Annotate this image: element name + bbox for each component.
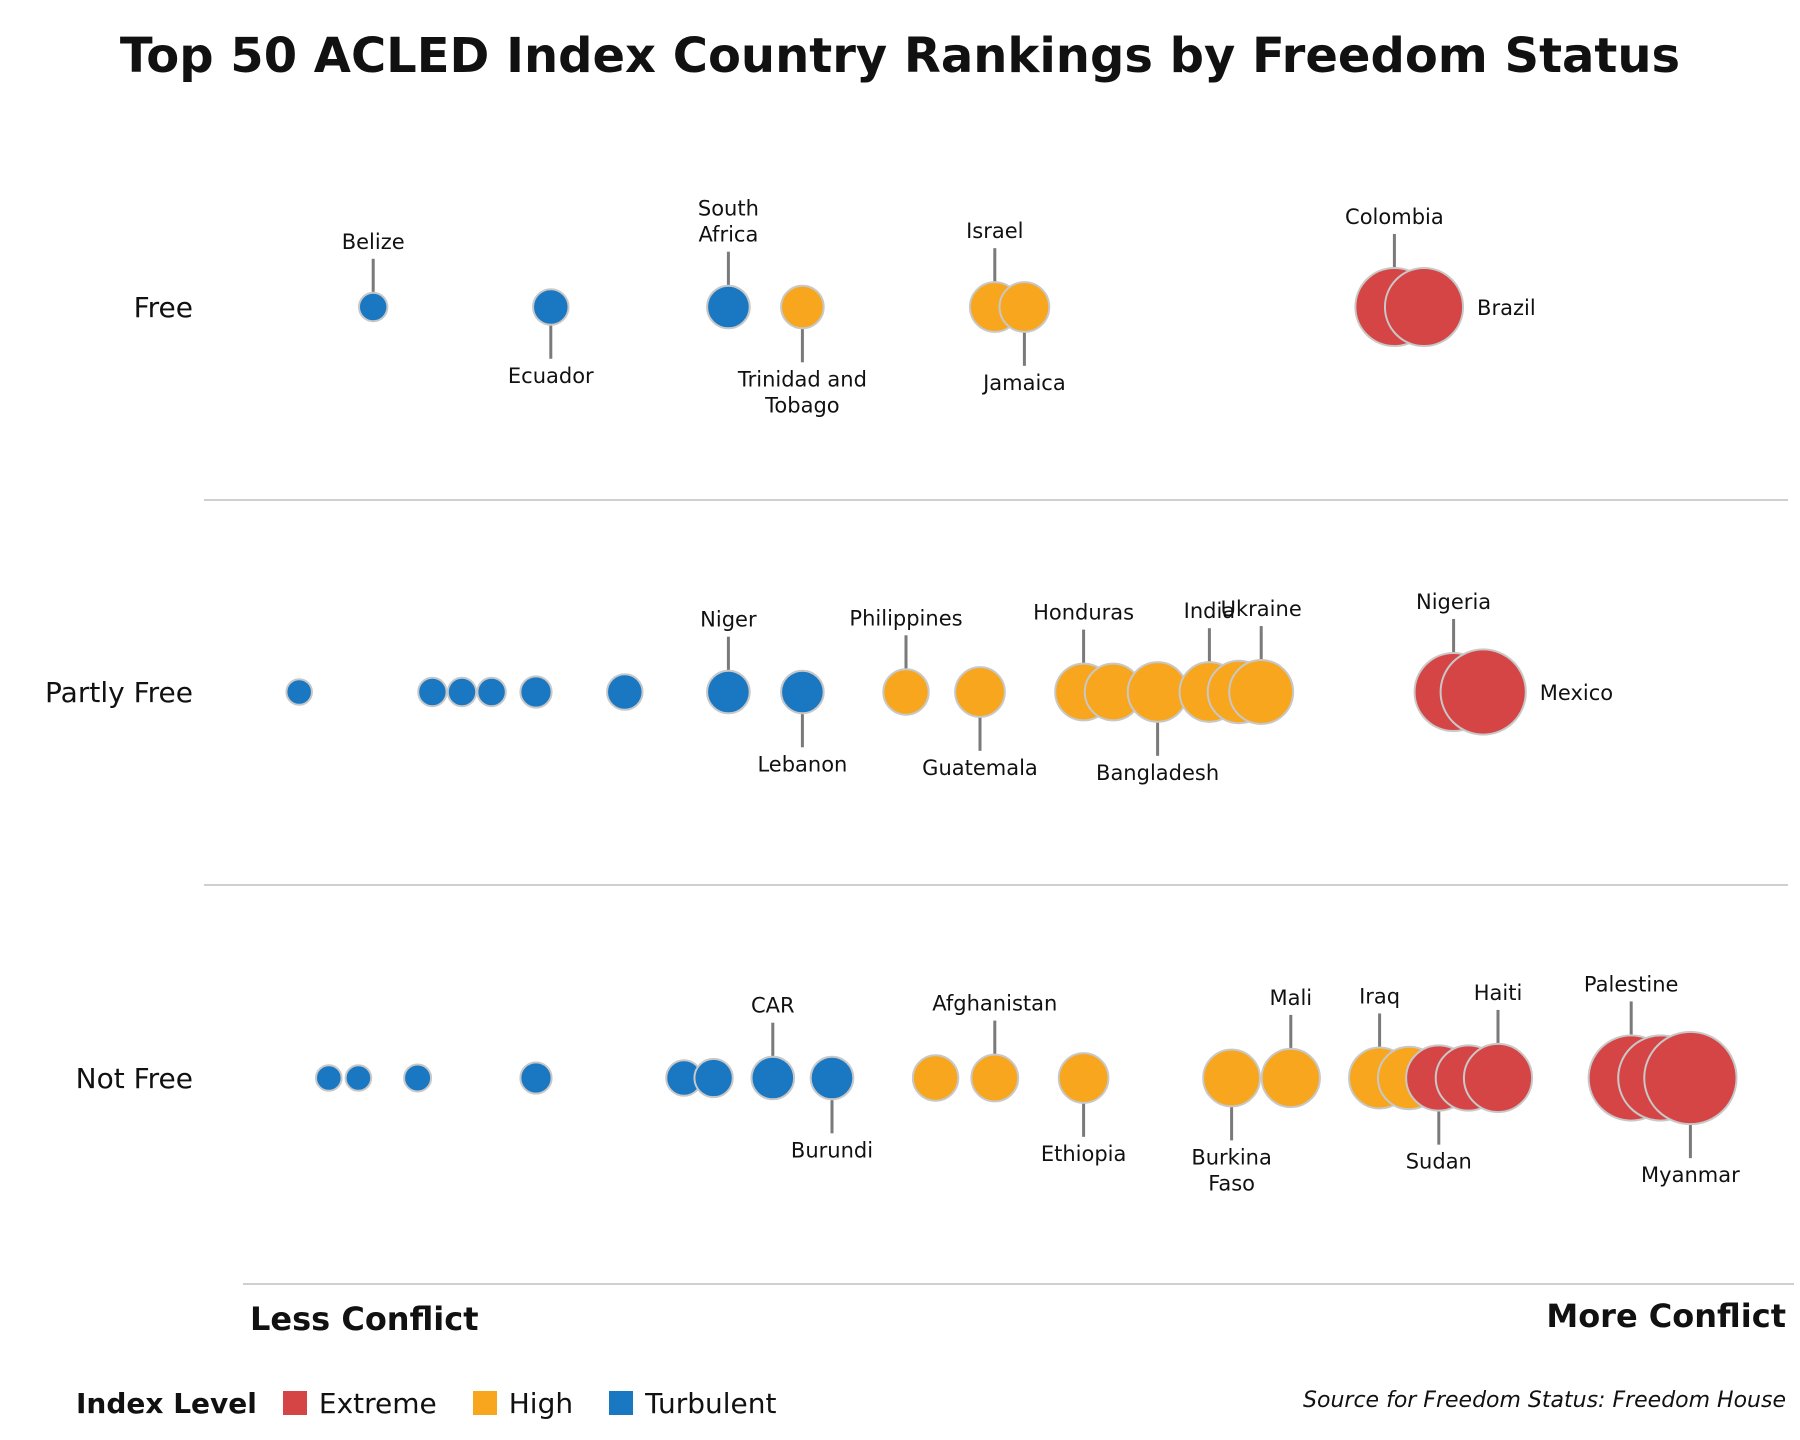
label-mali: Mali: [1269, 986, 1312, 1010]
bubble-ethiopia: [1057, 1052, 1110, 1104]
legend-item-extreme: Extreme: [282, 1386, 437, 1420]
bubble-not-free-34: [911, 1054, 960, 1102]
bubble-burundi: [809, 1055, 855, 1101]
bubble-south-africa: [706, 284, 751, 330]
legend-swatch-high: [472, 1391, 497, 1415]
more-conflict-label: More Conflict: [1546, 1297, 1786, 1335]
label-ukraine: Ukraine: [1221, 597, 1302, 621]
label-philippines: Philippines: [849, 606, 962, 630]
bubble-burkina-faso: [1202, 1048, 1261, 1108]
label-south-africa: South Africa: [698, 197, 759, 247]
label-myanmar: Myanmar: [1641, 1163, 1740, 1187]
legend-swatch-turbulent: [609, 1391, 634, 1415]
label-burundi: Burundi: [791, 1138, 873, 1162]
bubble-philippines: [882, 668, 930, 716]
label-ecuador: Ecuador: [508, 364, 594, 388]
bubble-mali: [1260, 1047, 1321, 1109]
bubble-afghanistan: [970, 1053, 1020, 1103]
bubble-marks: [285, 266, 1738, 1126]
legend-item-turbulent: Turbulent: [609, 1387, 776, 1420]
row-label-free: Free: [134, 291, 193, 324]
label-guatemala: Guatemala: [922, 756, 1038, 780]
less-conflict-label: Less Conflict: [250, 1300, 479, 1338]
bubble-partly-free-13: [606, 673, 644, 711]
label-honduras: Honduras: [1033, 601, 1134, 625]
bubble-not-free-29: [519, 1061, 553, 1095]
label-jamaica: Jamaica: [981, 371, 1066, 395]
label-burkina-faso: Burkina Faso: [1191, 1145, 1272, 1195]
bubble-lebanon: [780, 669, 825, 715]
label-india: India: [1184, 599, 1236, 623]
bubble-haiti: [1462, 1042, 1534, 1114]
bubble-trinidad-and-tobago: [780, 284, 825, 330]
bubble-partly-free-9: [417, 676, 448, 708]
bubble-bangladesh: [1126, 661, 1189, 723]
label-nigeria: Nigeria: [1416, 590, 1491, 614]
label-israel: Israel: [966, 219, 1023, 243]
bubble-brazil: [1383, 266, 1465, 348]
label-iraq: Iraq: [1359, 984, 1400, 1008]
row-labels: Free Partly Free Not Free: [45, 291, 193, 1095]
label-niger: Niger: [700, 608, 757, 632]
label-lebanon: Lebanon: [757, 752, 847, 776]
label-colombia: Colombia: [1345, 205, 1444, 229]
bubble-not-free-26: [315, 1064, 343, 1092]
label-palestine: Palestine: [1584, 972, 1679, 996]
legend: Index Level Extreme High Turbulent: [76, 1383, 812, 1423]
row-label-not-free: Not Free: [76, 1062, 193, 1095]
source-note: Source for Freedom Status: Freedom House: [1303, 1388, 1786, 1413]
legend-label-turbulent: Turbulent: [645, 1386, 777, 1420]
bubble-not-free-28: [403, 1063, 433, 1093]
legend-label-extreme: Extreme: [318, 1386, 437, 1420]
legend-label-high: High: [508, 1386, 574, 1420]
legend-title: Index Level: [76, 1386, 257, 1420]
bubble-jamaica: [998, 281, 1051, 333]
bubble-partly-free-8: [285, 678, 313, 706]
row-dividers: [204, 499, 1794, 1285]
label-bangladesh: Bangladesh: [1096, 761, 1219, 785]
row-label-partly-free: Partly Free: [45, 676, 193, 709]
chart-title: Top 50 ACLED Index Country Rankings by F…: [119, 28, 1681, 84]
label-brazil: Brazil: [1477, 296, 1536, 320]
label-leaders: [371, 233, 1692, 1159]
bubble-ecuador: [532, 288, 570, 326]
label-trinidad-and-tobago: Trinidad and Tobago: [737, 367, 867, 417]
bubble-partly-free-10: [446, 676, 478, 708]
label-sudan: Sudan: [1406, 1150, 1472, 1174]
bubble-partly-free-12: [519, 675, 553, 709]
label-ethiopia: Ethiopia: [1041, 1142, 1127, 1166]
label-belize: Belize: [342, 230, 405, 254]
label-mexico: Mexico: [1540, 681, 1613, 705]
bubble-not-free-27: [344, 1064, 373, 1092]
bubble-niger: [706, 669, 751, 715]
bubble-partly-free-11: [476, 676, 507, 708]
bubble-guatemala: [954, 666, 1006, 718]
bubble-car: [750, 1055, 796, 1101]
legend-item-high: High: [472, 1386, 574, 1420]
bubble-not-free-31: [693, 1057, 734, 1099]
legend-swatch-extreme: [282, 1391, 307, 1415]
bubble-myanmar: [1643, 1030, 1738, 1126]
label-afghanistan: Afghanistan: [932, 992, 1057, 1016]
label-car: CAR: [751, 994, 795, 1018]
country-labels: Belize Ecuador South Africa Trinidad and Toba…: [342, 197, 1740, 1196]
bubble-mexico: [1439, 648, 1527, 736]
label-haiti: Haiti: [1474, 981, 1523, 1005]
bubble-belize: [358, 291, 389, 323]
bubble-ukraine: [1228, 659, 1295, 725]
